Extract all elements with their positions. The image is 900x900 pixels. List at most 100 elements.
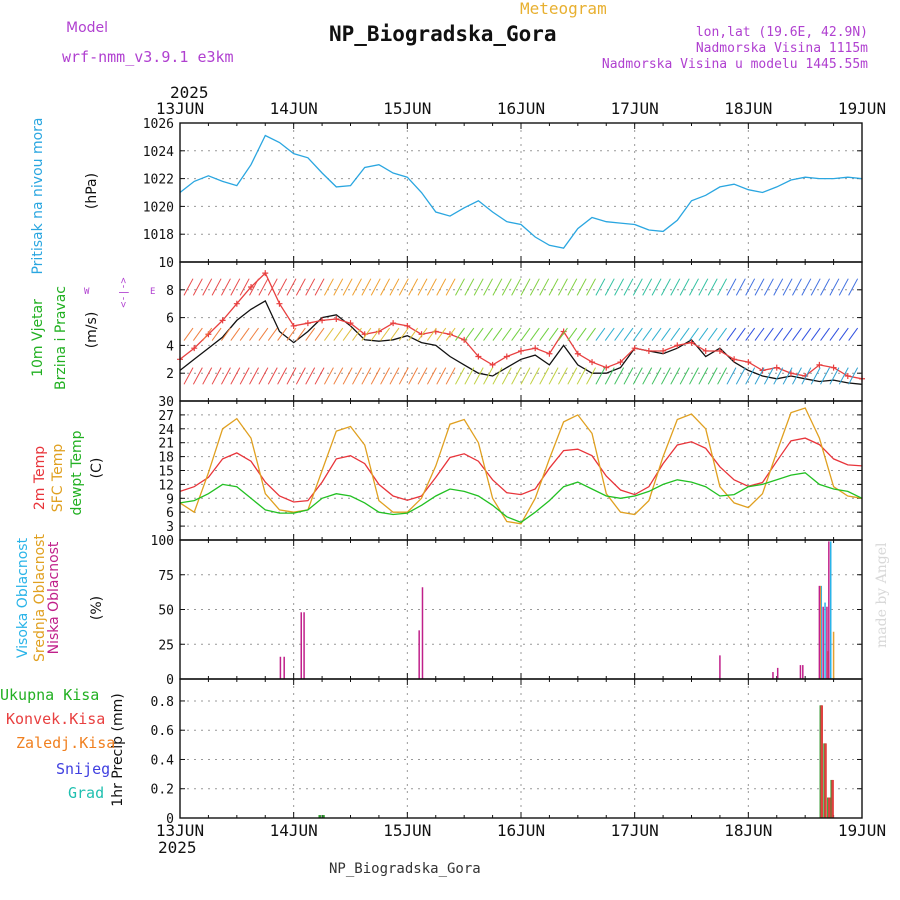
wind-barb [651, 367, 662, 385]
wind-barb [642, 367, 653, 385]
gust-marker [674, 342, 681, 349]
wind-barb [838, 327, 849, 341]
wind-barb [763, 327, 774, 341]
y-tick-label: 1026 [143, 117, 174, 132]
y-tick-label: 0.6 [151, 724, 174, 739]
precip-legend-total: Ukupna Kisa [0, 686, 100, 704]
gust-marker [589, 359, 596, 366]
x-axis-label-bottom: 15JUN [383, 821, 431, 840]
gust-marker [319, 317, 326, 324]
wind-barb [361, 327, 372, 341]
wind-barb [735, 327, 746, 341]
wind-barb [604, 367, 615, 385]
gust-marker [518, 347, 524, 354]
wind-barb [548, 278, 559, 296]
gust-marker [617, 359, 624, 366]
wind-barb [801, 278, 812, 296]
wind-barb [726, 327, 737, 341]
year-top: 2025 [170, 83, 209, 102]
wind-barb [370, 278, 381, 296]
wind-barb [249, 327, 259, 341]
bar-niska-oblacnost [822, 606, 824, 679]
wind-barb [464, 327, 475, 341]
wind-barb [829, 367, 840, 385]
gust-marker [290, 322, 297, 329]
gust-marker [333, 315, 340, 322]
y-tick-label: 6 [166, 312, 174, 327]
wind-barb [829, 278, 840, 296]
bar-visoka-oblacnost [829, 541, 832, 679]
gust-marker [233, 300, 240, 307]
wind-barb [426, 278, 437, 296]
gust-marker [191, 345, 198, 352]
wind-barb [698, 367, 709, 385]
wind-barb [464, 278, 475, 296]
wind-barb [670, 367, 681, 385]
wind-barb [820, 367, 830, 385]
wind-barb [689, 278, 699, 296]
gust-marker [816, 361, 823, 368]
wind-barb [539, 367, 550, 385]
wind-barb [445, 278, 456, 296]
gust-marker [489, 361, 496, 368]
wind-barb [576, 327, 587, 341]
bar-ukupna-kisa [322, 815, 325, 818]
wind-barb [352, 278, 362, 296]
wind-barb [192, 327, 203, 341]
wind-barb [333, 327, 344, 341]
wind-barb [183, 367, 194, 385]
y-tick-label: 24 [158, 423, 174, 438]
bar-srednja-oblacnost [819, 585, 822, 679]
gust-marker [830, 364, 837, 371]
wind-barb [398, 367, 409, 385]
panel-4: 0 0.2 0.4 0.6 0.8 [151, 678, 863, 827]
wind-barb [277, 327, 288, 341]
wind-barb [614, 327, 625, 341]
y-tick-label: 15 [158, 465, 174, 480]
wind-barb [286, 367, 297, 385]
bar-niska-oblacnost [719, 655, 721, 679]
wind-barb [792, 278, 802, 296]
wind-barb [810, 327, 821, 341]
wind-barb [211, 367, 222, 385]
wind-barb [492, 278, 503, 296]
x-axis-label-bottom: 17JUN [611, 821, 659, 840]
wind-barb [380, 278, 391, 296]
bar-niska-oblacnost [421, 587, 424, 679]
compass-w: W [84, 287, 90, 297]
wind-barb [492, 367, 503, 385]
wind-barb [221, 327, 231, 341]
gust-marker [631, 345, 638, 352]
wind-barb [436, 327, 447, 341]
bar-srednja-oblacnost [832, 631, 835, 679]
gust-marker [276, 300, 283, 307]
gust-marker [390, 320, 397, 327]
wind-barb [773, 367, 784, 385]
wind-barb [660, 278, 671, 296]
bar-niska-oblacnost [283, 656, 285, 679]
wind-barb [202, 327, 213, 341]
bar-konvek-kisa [831, 779, 834, 818]
model-name: wrf-nmm_v3.9.1 e3km [62, 48, 234, 66]
wind-barb [707, 278, 718, 296]
wind-barb [754, 278, 765, 296]
wind-barb [520, 278, 531, 296]
bar-konvek-kisa [828, 797, 831, 818]
panel-frame [179, 400, 863, 541]
gust-marker [702, 347, 709, 354]
wind-barb [202, 367, 213, 385]
x-axis-label-bottom: 13JUN [156, 821, 204, 840]
wind-barb [698, 327, 709, 341]
wind-barb [735, 278, 746, 296]
wind-barb [576, 367, 587, 385]
wind-barb [445, 327, 456, 341]
wind-barb [801, 367, 812, 385]
gust-marker [461, 336, 468, 343]
y-tick-label: 3 [166, 520, 174, 535]
wind-barb [501, 278, 512, 296]
wind-barb [295, 278, 306, 296]
wind-barb [586, 367, 596, 385]
wind-barb [838, 367, 849, 385]
panel-frame [179, 539, 863, 680]
wind-barb [305, 278, 316, 296]
